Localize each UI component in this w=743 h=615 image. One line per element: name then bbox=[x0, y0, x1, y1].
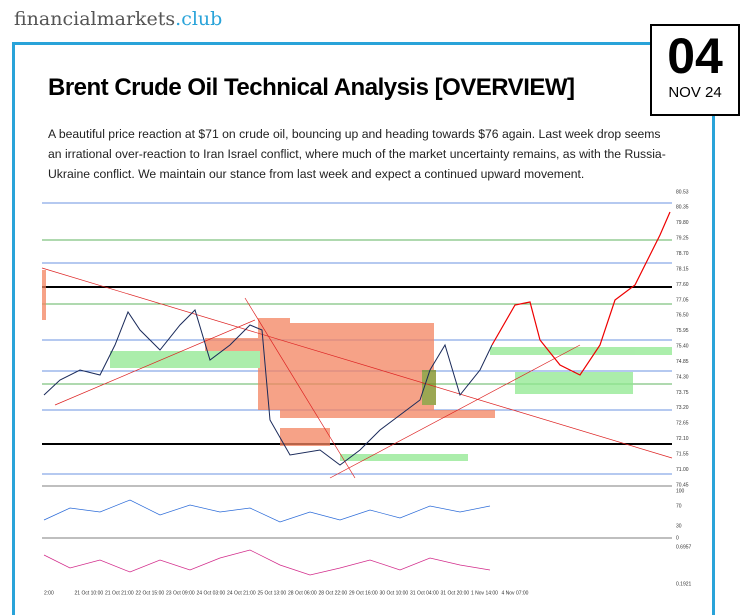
axis-label: 70.45 bbox=[676, 482, 689, 488]
rsi-line bbox=[43, 499, 491, 523]
osc-line bbox=[43, 549, 491, 576]
forecast-line bbox=[491, 211, 671, 376]
axis-label: 21 Oct 21:00 bbox=[105, 590, 134, 596]
axis-label: 71.00 bbox=[676, 467, 689, 473]
frame bbox=[12, 42, 715, 615]
article-body: A beautiful price reaction at $71 on cru… bbox=[48, 127, 666, 181]
axis-label: 74.85 bbox=[676, 359, 689, 365]
zones bbox=[42, 270, 672, 461]
axis-label: 22 Oct 15:00 bbox=[136, 590, 165, 596]
axis-label: 4 Nov 07:00 bbox=[502, 590, 529, 596]
axis-label: 78.15 bbox=[676, 266, 689, 272]
axis-label: 31 Oct 04:00 bbox=[410, 590, 439, 596]
axis-label: 29 Oct 16:00 bbox=[349, 590, 378, 596]
axis-label: 0.6957 bbox=[676, 544, 692, 550]
logo-text: financialmarkets bbox=[14, 8, 176, 30]
levels bbox=[42, 202, 672, 539]
axis-label: 74.30 bbox=[676, 374, 689, 380]
axis-label: 70 bbox=[676, 503, 682, 509]
axis-label: 1 Nov 14:00 bbox=[471, 590, 498, 596]
axis-label: 75.40 bbox=[676, 344, 689, 350]
axis-label: 28 Oct 22:00 bbox=[319, 590, 348, 596]
axis-labels: 80.53 80.35 79.80 79.25 78.70 78.15 77.60 77.05… bbox=[44, 189, 692, 596]
article-title: Brent Crude Oil Technical Analysis [OVER… bbox=[48, 74, 575, 101]
day: 04 bbox=[667, 28, 723, 84]
axis-label: 31 Oct 20:00 bbox=[441, 590, 470, 596]
axis-label: 76.50 bbox=[676, 313, 689, 319]
price-line bbox=[43, 309, 493, 466]
axis-label: 21 Oct 10:00 bbox=[75, 590, 104, 596]
axis-label: 30 Oct 10:00 bbox=[380, 590, 409, 596]
axis-label: 75.95 bbox=[676, 328, 689, 334]
axis-label: 80.53 bbox=[676, 189, 689, 195]
axis-label: 28 Oct 06:00 bbox=[288, 590, 317, 596]
chart-image: 80.53 80.35 79.80 79.25 78.70 78.15 77.60 77.05… bbox=[41, 188, 692, 598]
axis-label: 77.60 bbox=[676, 282, 689, 288]
axis-label: 72.65 bbox=[676, 421, 689, 427]
date-box: 04 NOV 24 bbox=[650, 24, 740, 116]
axis-label: 72.10 bbox=[676, 436, 689, 442]
page: {"header":{"logo_text":"financialmarkets… bbox=[12, 8, 740, 615]
axis-label: 79.25 bbox=[676, 236, 689, 242]
month: NOV 24 bbox=[668, 84, 722, 101]
axis-label: 73.75 bbox=[676, 390, 689, 396]
axis-label: 100 bbox=[676, 488, 685, 494]
axis-label: 79.80 bbox=[676, 220, 689, 226]
axis-label: 24 Oct 21:00 bbox=[227, 590, 256, 596]
axis-label: 25 Oct 13:00 bbox=[258, 590, 287, 596]
axis-label: 80.35 bbox=[676, 205, 689, 211]
axis-label: 24 Oct 03:00 bbox=[197, 590, 226, 596]
axis-label: 30 bbox=[676, 523, 682, 529]
axis-label: 73.20 bbox=[676, 405, 689, 411]
axis-label: 23 Oct 09:00 bbox=[166, 590, 195, 596]
axis-label: 0 bbox=[676, 535, 679, 541]
logo[interactable]: financialmarkets.club bbox=[14, 8, 222, 30]
axis-label: 2:00 bbox=[44, 590, 54, 596]
axis-label: 0.1921 bbox=[676, 581, 692, 587]
axis-label: 71.55 bbox=[676, 451, 689, 457]
logo-suffix: .club bbox=[175, 8, 223, 30]
axis-label: 77.05 bbox=[676, 297, 689, 303]
trendlines bbox=[41, 267, 673, 479]
axis-label: 78.70 bbox=[676, 251, 689, 257]
